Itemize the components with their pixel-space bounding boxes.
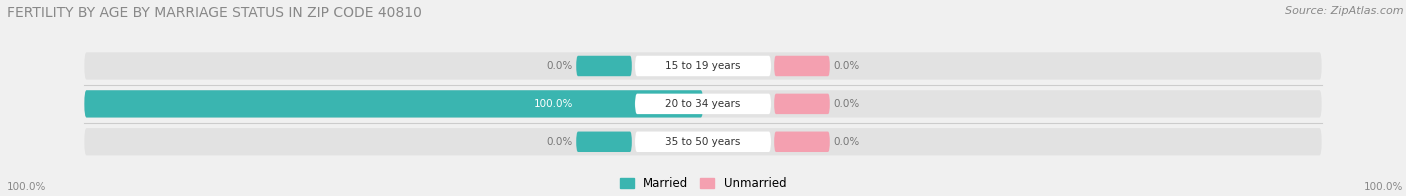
FancyBboxPatch shape <box>576 56 631 76</box>
Text: 20 to 34 years: 20 to 34 years <box>665 99 741 109</box>
Text: 15 to 19 years: 15 to 19 years <box>665 61 741 71</box>
Text: 100.0%: 100.0% <box>1364 182 1403 192</box>
FancyBboxPatch shape <box>636 94 770 114</box>
Text: 0.0%: 0.0% <box>547 137 574 147</box>
FancyBboxPatch shape <box>636 56 770 76</box>
Text: 0.0%: 0.0% <box>832 137 859 147</box>
Text: 35 to 50 years: 35 to 50 years <box>665 137 741 147</box>
FancyBboxPatch shape <box>576 132 631 152</box>
FancyBboxPatch shape <box>775 94 830 114</box>
FancyBboxPatch shape <box>636 132 770 152</box>
Text: 100.0%: 100.0% <box>534 99 574 109</box>
FancyBboxPatch shape <box>84 90 1322 118</box>
Legend: Married, Unmarried: Married, Unmarried <box>620 177 786 190</box>
FancyBboxPatch shape <box>84 52 1322 80</box>
FancyBboxPatch shape <box>84 128 1322 155</box>
Text: 0.0%: 0.0% <box>547 61 574 71</box>
Text: 0.0%: 0.0% <box>832 61 859 71</box>
FancyBboxPatch shape <box>775 56 830 76</box>
Text: Source: ZipAtlas.com: Source: ZipAtlas.com <box>1285 6 1403 16</box>
Text: 0.0%: 0.0% <box>832 99 859 109</box>
Text: FERTILITY BY AGE BY MARRIAGE STATUS IN ZIP CODE 40810: FERTILITY BY AGE BY MARRIAGE STATUS IN Z… <box>7 6 422 20</box>
FancyBboxPatch shape <box>84 90 703 118</box>
FancyBboxPatch shape <box>576 94 631 114</box>
Text: 100.0%: 100.0% <box>7 182 46 192</box>
FancyBboxPatch shape <box>775 132 830 152</box>
